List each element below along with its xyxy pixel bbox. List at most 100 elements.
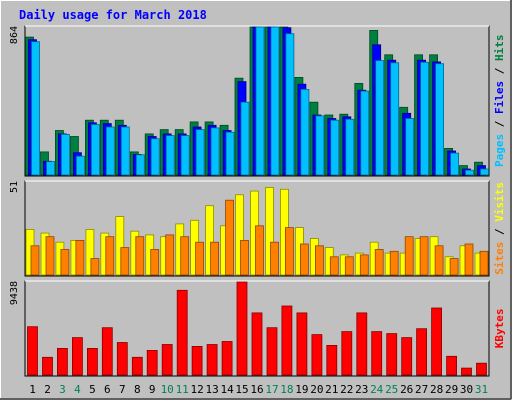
kbytes-bar-kbytes-day-30 <box>461 367 472 376</box>
sites-visits-bar-sites-day-31 <box>479 250 489 276</box>
kbytes-bar-kbytes-day-15 <box>236 281 248 376</box>
kbytes-bar-kbytes-day-17 <box>266 327 278 376</box>
kbytes-bar-kbytes-day-11 <box>176 289 188 376</box>
x-label-day-2: 2 <box>44 383 51 396</box>
x-label-day-11: 11 <box>176 383 189 396</box>
sites-visits-bar-sites-day-8 <box>135 236 145 276</box>
kbytes-bar-kbytes-day-22 <box>341 331 353 376</box>
hits-files-pages-bar-pages-day-3 <box>61 133 70 176</box>
hits-files-pages-bar-pages-day-9 <box>150 138 160 176</box>
sites-visits-bar-sites-day-15 <box>240 239 249 276</box>
sites-visits-bar-sites-day-17 <box>270 241 279 276</box>
hits-files-pages-bar-pages-day-18 <box>285 33 295 176</box>
hits-files-pages-bar-pages-day-26 <box>405 118 415 176</box>
kbytes-bar-kbytes-day-28 <box>431 307 443 376</box>
x-label-day-8: 8 <box>134 383 141 396</box>
panel-hits-files-pages-ymax-label: 864 <box>9 26 20 44</box>
axis-title-separator: / <box>493 114 506 134</box>
sites-visits-bar-sites-day-20 <box>314 245 324 276</box>
sites-visits-bar-sites-day-29 <box>449 258 459 276</box>
kbytes-bar-kbytes-day-29 <box>446 355 458 376</box>
hits-files-pages-bar-pages-day-11 <box>180 135 190 176</box>
panel-sites-visits: 51 Sites / Visits <box>9 180 506 277</box>
sites-visits-bar-sites-day-4 <box>75 239 85 276</box>
hits-files-pages-bar-pages-day-22 <box>345 118 355 176</box>
x-axis-labels: 1 2 3 4 5 6 7 8 9 10 11 12 13 14 15 16 17 18 19 20 21 22 23 24 2… <box>29 383 488 396</box>
hits-files-pages-bar-pages-day-21 <box>330 119 340 176</box>
panel-kbytes-ymax-label: 9438 <box>9 281 20 305</box>
panel-kbytes-axis-title: KBytes <box>493 309 506 349</box>
panel-hits-files-pages-axis-title: Pages / Files / Hits <box>493 35 506 168</box>
hits-files-pages-bar-pages-day-19 <box>300 89 310 176</box>
axis-title-separator: / <box>493 61 506 81</box>
sites-visits-bar-sites-day-9 <box>150 249 160 276</box>
kbytes-bar-kbytes-day-26 <box>401 337 413 376</box>
hits-files-pages-bar-pages-day-27 <box>420 61 430 176</box>
hits-files-pages-bar-pages-day-28 <box>435 63 445 176</box>
kbytes-bar-kbytes-day-5 <box>87 347 98 376</box>
x-label-day-26: 26 <box>400 383 413 396</box>
sites-visits-bar-sites-day-19 <box>299 243 309 276</box>
hits-files-pages-bar-pages-day-6 <box>105 126 115 176</box>
axis-title-pages: Pages <box>493 134 506 167</box>
kbytes-bar-kbytes-day-10 <box>161 344 173 376</box>
hits-files-pages-bar-pages-day-10 <box>165 135 175 176</box>
x-label-day-30: 30 <box>460 383 473 396</box>
sites-visits-bar-sites-day-5 <box>90 258 100 276</box>
sites-visits-bar-sites-day-7 <box>120 247 130 276</box>
kbytes-bar-kbytes-day-20 <box>311 334 323 376</box>
sites-visits-bar-sites-day-27 <box>419 236 429 276</box>
x-label-day-25: 25 <box>385 383 398 396</box>
kbytes-bar-kbytes-day-23 <box>356 312 368 376</box>
x-label-day-5: 5 <box>89 383 96 396</box>
x-label-day-7: 7 <box>119 383 126 396</box>
hits-files-pages-bar-pages-day-29 <box>450 152 460 176</box>
sites-visits-bar-sites-day-18 <box>284 227 294 276</box>
x-label-day-9: 9 <box>149 383 156 396</box>
x-label-day-27: 27 <box>415 383 428 396</box>
hits-files-pages-bar-pages-day-17 <box>270 26 280 176</box>
sites-visits-bar-sites-day-24 <box>374 249 384 276</box>
sites-visits-bar-sites-day-1 <box>30 245 40 276</box>
kbytes-bar-kbytes-day-9 <box>146 349 158 376</box>
hits-files-pages-bar-pages-day-12 <box>195 129 205 176</box>
x-label-day-20: 20 <box>310 383 323 396</box>
kbytes-bar-kbytes-day-27 <box>416 328 428 376</box>
sites-visits-bar-sites-day-6 <box>105 236 115 276</box>
hits-files-pages-bar-pages-day-24 <box>375 60 385 176</box>
x-label-day-13: 13 <box>205 383 218 396</box>
sites-visits-bar-sites-day-30 <box>464 243 474 276</box>
x-label-day-12: 12 <box>190 383 203 396</box>
kbytes-bar-kbytes-day-13 <box>206 344 218 376</box>
kbytes-bar-kbytes-day-3 <box>57 347 68 376</box>
kbytes-bar-kbytes-day-25 <box>386 333 398 376</box>
hits-files-pages-bar-pages-day-16 <box>255 26 265 176</box>
kbytes-bar-kbytes-day-31 <box>476 362 487 376</box>
hits-files-pages-bar-pages-day-2 <box>46 161 55 176</box>
x-label-day-4: 4 <box>74 383 81 396</box>
x-label-day-16: 16 <box>250 383 263 396</box>
axis-title-files: Files <box>493 81 506 114</box>
x-label-day-31: 31 <box>475 383 488 396</box>
x-label-day-28: 28 <box>430 383 443 396</box>
hits-files-pages-bar-pages-day-5 <box>91 124 100 176</box>
kbytes-bar-kbytes-day-1 <box>27 326 38 376</box>
kbytes-bar-kbytes-day-18 <box>281 305 293 376</box>
x-label-day-29: 29 <box>445 383 458 396</box>
hits-files-pages-bar-pages-day-23 <box>360 90 370 176</box>
kbytes-bar-kbytes-day-19 <box>296 312 308 376</box>
sites-visits-bar-visits-day-5 <box>85 228 95 276</box>
panel-sites-visits-ymax-label: 51 <box>9 181 20 193</box>
kbytes-bar-kbytes-day-12 <box>191 345 203 376</box>
hits-files-pages-bar-pages-day-14 <box>225 131 235 176</box>
x-label-day-14: 14 <box>220 383 234 396</box>
hits-files-pages-bar-pages-day-20 <box>315 115 325 176</box>
kbytes-bar-kbytes-day-8 <box>131 356 143 376</box>
hits-files-pages-bar-pages-day-31 <box>480 168 489 176</box>
x-label-day-3: 3 <box>59 383 66 396</box>
x-label-day-24: 24 <box>370 383 384 396</box>
x-label-day-6: 6 <box>104 383 111 396</box>
kbytes-bar-kbytes-day-7 <box>116 342 128 376</box>
kbytes-bar-kbytes-day-24 <box>371 331 383 376</box>
